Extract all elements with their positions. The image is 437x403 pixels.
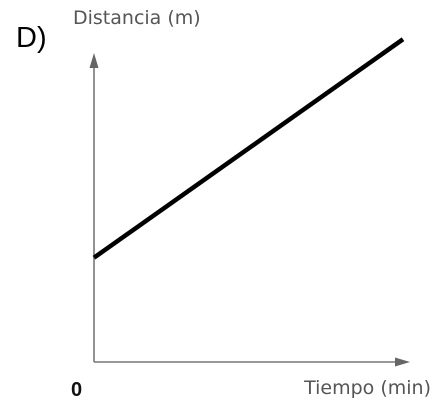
option-label: D)	[16, 22, 47, 54]
x-axis-title: Tiempo (min)	[303, 377, 431, 399]
series-line-distance	[92, 37, 405, 260]
y-axis-arrowhead	[89, 53, 99, 68]
x-axis-arrowhead	[395, 357, 410, 367]
origin-label: 0	[71, 379, 82, 401]
y-axis-title: Distancia (m)	[73, 7, 201, 29]
